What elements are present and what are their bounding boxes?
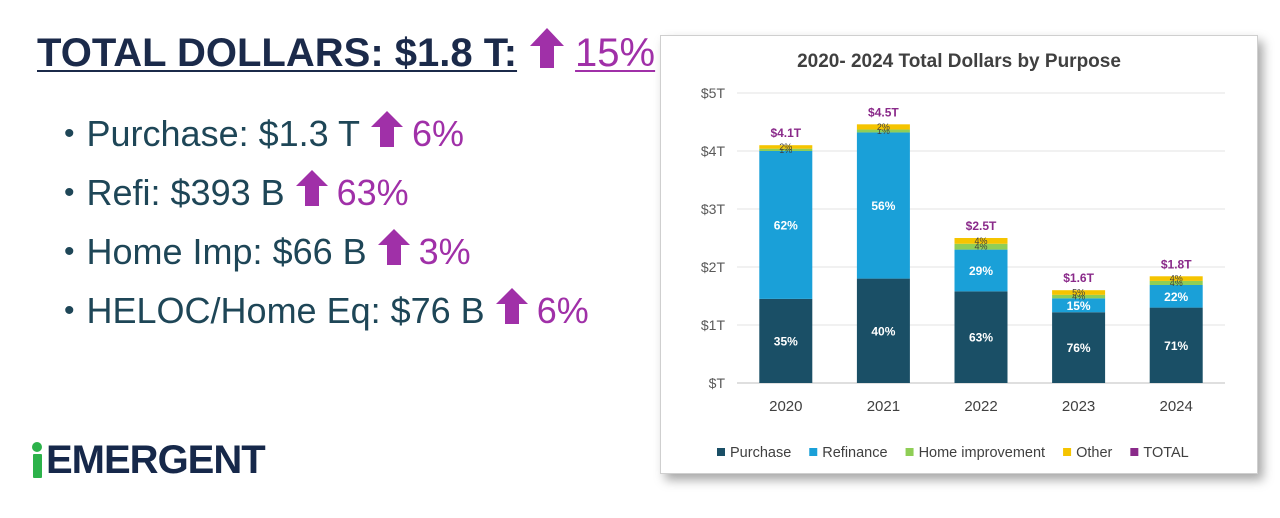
data-label-purchase: 35% (774, 334, 798, 348)
bullet-icon: • (64, 116, 75, 150)
bar-purchase (954, 291, 1008, 383)
legend-label-home_improvement: Home improvement (919, 445, 1046, 461)
x-tick-label: 2020 (769, 398, 802, 415)
bar-home_improvement (1052, 294, 1106, 299)
data-label-purchase: 76% (1067, 341, 1091, 355)
up-arrow-icon (377, 228, 411, 275)
bar-other (759, 145, 813, 149)
y-tick-label: $1T (701, 317, 726, 333)
up-arrow-icon (295, 169, 329, 216)
list-item: • Purchase: $1.3 T 6% (64, 104, 589, 163)
data-label-other: 2% (877, 122, 890, 132)
bullet-icon: • (64, 293, 75, 327)
logo-i-icon (32, 440, 44, 480)
bar-purchase (1052, 312, 1106, 383)
bar-home_improvement (759, 148, 813, 151)
legend-label-total: TOTAL (1143, 445, 1188, 461)
x-tick-label: 2023 (1062, 398, 1095, 415)
bar-other (954, 238, 1008, 244)
bar-home_improvement (1149, 280, 1203, 285)
data-label-home_improvement: 4% (1170, 278, 1183, 288)
legend-swatch-other (1063, 448, 1072, 456)
data-label-home_improvement: 4% (974, 242, 987, 252)
list-item: • HELOC/Home Eq: $76 B 6% (64, 281, 589, 340)
y-tick-label: $3T (701, 201, 726, 217)
data-label-purchase: 71% (1164, 339, 1188, 353)
x-tick-label: 2024 (1160, 398, 1193, 415)
data-label-other: 4% (974, 236, 987, 246)
x-tick-label: 2022 (964, 398, 997, 415)
list-item: • Refi: $393 B 63% (64, 163, 589, 222)
data-label-total: $1.8T (1161, 257, 1192, 271)
data-label-other: 4% (1170, 274, 1183, 284)
data-label-total: $2.5T (966, 219, 997, 233)
x-tick-label: 2021 (867, 398, 900, 415)
legend-swatch-refinance (809, 448, 818, 456)
data-label-home_improvement: 1% (779, 145, 792, 155)
breakdown-list: • Purchase: $1.3 T 6% • Refi: $393 B 63%… (64, 104, 589, 340)
bar-refinance (954, 249, 1008, 292)
data-label-refinance: 22% (1164, 290, 1188, 304)
stacked-bar-chart: 2020- 2024 Total Dollars by Purpose $T $1T… (701, 51, 1225, 461)
bullet-label: Refi: $393 B (86, 171, 285, 213)
data-label-total: $4.1T (770, 126, 801, 140)
y-tick-label: $T (709, 375, 726, 391)
data-label-refinance: 62% (774, 218, 798, 232)
headline-total-dollars: TOTAL DOLLARS: $1.8 T: (37, 31, 518, 75)
data-label-purchase: 40% (871, 324, 895, 338)
bullet-label: HELOC/Home Eq: $76 B (86, 289, 485, 331)
data-label-refinance: 56% (871, 199, 895, 213)
bullet-change-pct: 3% (418, 230, 471, 272)
data-label-other: 2% (779, 142, 792, 152)
data-label-home_improvement: 1% (877, 126, 890, 136)
data-label-total: $4.5T (868, 105, 899, 119)
headline: TOTAL DOLLARS: $1.8 T: 15% (37, 27, 656, 80)
bar-home_improvement (954, 243, 1008, 250)
chart-panel: 2020- 2024 Total Dollars by Purpose $T $1T… (660, 35, 1258, 474)
bar-refinance (759, 151, 813, 299)
y-tick-label: $5T (701, 85, 726, 101)
up-arrow-icon (370, 110, 404, 157)
legend-label-purchase: Purchase (730, 445, 791, 461)
bullet-icon: • (64, 234, 75, 268)
bullet-change-pct: 6% (412, 112, 465, 154)
bullet-change-pct: 6% (536, 289, 589, 331)
bar-home_improvement (856, 129, 910, 133)
bar-purchase (1149, 307, 1203, 383)
data-label-other: 5% (1072, 288, 1085, 298)
data-label-total: $1.6T (1063, 271, 1094, 285)
bar-refinance (1052, 298, 1106, 313)
bar-other (1052, 290, 1106, 295)
bullet-label: Home Imp: $66 B (86, 230, 367, 272)
bar-refinance (1149, 284, 1203, 308)
chart-title: 2020- 2024 Total Dollars by Purpose (797, 51, 1121, 72)
bar-other (856, 124, 910, 130)
bar-purchase (856, 278, 910, 383)
y-tick-label: $4T (701, 143, 726, 159)
data-label-purchase: 63% (969, 331, 993, 345)
up-arrow-icon (495, 287, 529, 334)
legend-swatch-purchase (717, 448, 725, 456)
data-label-refinance: 29% (969, 264, 993, 278)
bullet-label: Purchase: $1.3 T (86, 112, 361, 154)
emergent-logo: EMERGENT (32, 436, 266, 482)
bullet-change-pct: 63% (336, 171, 409, 213)
legend-label-refinance: Refinance (822, 445, 887, 461)
y-tick-label: $2T (701, 259, 726, 275)
legend-swatch-home_improvement (905, 448, 914, 456)
bar-purchase (759, 298, 813, 383)
bullet-icon: • (64, 175, 75, 209)
bar-refinance (856, 132, 910, 279)
headline-change-pct: 15% (575, 31, 656, 75)
legend-label-other: Other (1076, 445, 1112, 461)
data-label-refinance: 15% (1067, 299, 1091, 313)
legend-swatch-total (1130, 448, 1139, 456)
bar-other (1149, 276, 1203, 281)
logo-text: EMERGENT (46, 438, 266, 482)
data-label-home_improvement: 4% (1072, 292, 1085, 302)
up-arrow-icon (529, 27, 565, 80)
list-item: • Home Imp: $66 B 3% (64, 222, 589, 281)
